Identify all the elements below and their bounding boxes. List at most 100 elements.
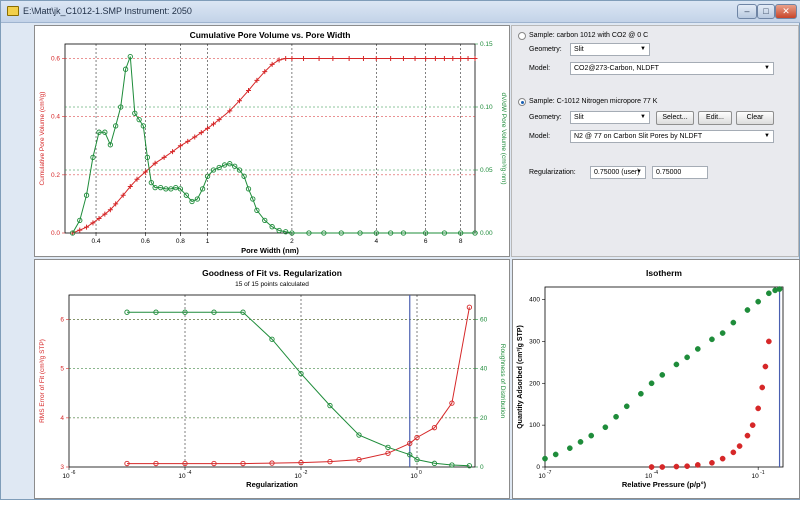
data-point [552,451,559,458]
data-point [736,443,743,449]
data-point [216,117,222,123]
sample1-radio[interactable] [518,32,526,40]
data-point [730,449,737,456]
y2-tick-label: 0 [480,464,484,471]
data-point [163,186,169,192]
data-point [431,460,438,466]
data-point [306,230,312,236]
data-point [400,56,406,62]
chart-title: Goodness of Fit vs. Regularization [202,268,342,278]
data-point [102,211,108,217]
series-1 [69,53,478,236]
data-point [327,402,333,409]
regularization-select-value: 0.75000 (user) [594,169,640,176]
pore-volume-chart: Cumulative Pore Volume vs. Pore Width 0.4… [39,30,507,255]
x-axis-label: Pore Width (nm) [241,246,299,255]
data-point [472,230,478,236]
x-tick-exponent: 0 [419,470,422,476]
data-point [709,459,715,466]
data-point [762,363,769,370]
data-point [673,361,680,368]
x-tick-label: 0.4 [92,238,101,245]
data-point [262,69,268,75]
x-tick-label: 10 [410,473,418,480]
data-point [276,227,282,234]
x-tick-label: 10 [178,473,186,480]
data-point [120,192,126,198]
data-point [177,186,184,192]
y2-tick-label: 0.15 [480,41,493,48]
left-margin [2,25,33,499]
data-point [316,56,322,62]
data-point [385,444,391,450]
data-point [659,464,666,470]
minimize-button[interactable]: – [737,4,757,19]
data-point [458,230,464,236]
data-point [173,184,179,191]
close-icon: ✕ [782,6,790,16]
sample2-model-select[interactable]: N2 @ 77 on Carbon Slit Pores by NLDFT ▼ [570,130,774,143]
data-point [744,307,751,313]
data-point [182,309,188,315]
data-point [623,403,630,410]
y-tick-label: 6 [60,317,64,324]
chevron-down-icon: ▼ [636,169,642,175]
y-tick-label: 0.0 [51,230,60,237]
chart-title: Cumulative Pore Volume vs. Pore Width [190,30,351,40]
data-point [254,77,260,83]
regularization-input[interactable]: 0.75000 [652,166,708,179]
data-point [407,440,413,447]
x-axis-label: Relative Pressure (p/p°) [622,480,707,489]
data-point [124,460,130,467]
data-point [466,304,473,310]
data-point [602,424,609,431]
data-point [613,413,619,420]
x-tick-label: 4 [374,238,378,245]
data-point [113,201,119,207]
data-point [465,56,471,62]
x-axis-label: Regularization [246,480,298,489]
data-point [400,230,407,236]
y-tick-label: 100 [529,422,540,429]
sample1-model-value: CO2@273-Carbon, NLDFT [574,65,659,72]
y-tick-label: 0.4 [51,114,60,121]
data-point [77,227,83,233]
clear-button[interactable]: Clear [736,111,774,125]
title-bar[interactable]: E:\Matt\jk_C1012-1.SMP Instrument: 2050 … [1,1,800,23]
maximize-button[interactable]: □ [757,4,775,19]
data-point [152,160,158,166]
data-point [466,463,473,469]
edit-button[interactable]: Edit... [698,111,732,125]
goodness-of-fit-chart-panel: Goodness of Fit vs. Regularization 15 of … [34,259,510,499]
data-point [289,56,295,62]
sample1-geometry-select[interactable]: Slit ▼ [570,43,650,56]
data-point [719,455,726,462]
chart-title: Isotherm [646,268,682,278]
data-point [414,434,420,441]
y2-tick-label: 20 [480,415,488,422]
close-button[interactable]: ✕ [775,4,797,19]
data-point [458,56,464,62]
data-point [205,125,211,131]
data-point [194,196,201,202]
data-point [566,445,573,452]
select-button[interactable]: Select... [656,111,694,125]
y2-tick-label: 0.10 [480,104,493,111]
data-point [289,230,295,236]
data-point [221,162,228,168]
data-point [240,460,246,467]
data-point [327,458,333,465]
y-tick-label: 0.2 [51,172,60,179]
sample1-model-select[interactable]: CO2@273-Carbon, NLDFT ▼ [570,62,774,75]
data-point [269,224,275,230]
sample2-radio[interactable] [518,98,526,106]
x-tick-exponent: -7 [547,470,552,476]
data-point [755,405,762,412]
data-point [161,154,167,160]
regularization-select[interactable]: 0.75000 (user) ▼ [590,166,646,179]
sample2-geometry-select[interactable]: Slit ▼ [570,111,650,124]
data-point [388,56,394,62]
data-point [412,56,418,62]
data-point [321,230,327,236]
